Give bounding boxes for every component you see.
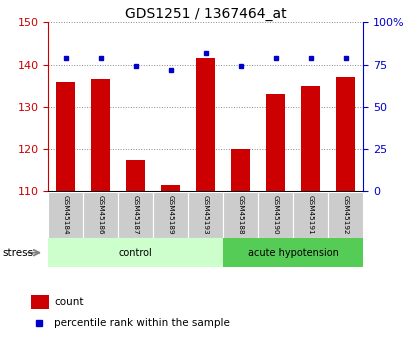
Bar xyxy=(231,149,250,191)
Bar xyxy=(84,192,118,238)
Text: count: count xyxy=(54,297,84,307)
Text: percentile rank within the sample: percentile rank within the sample xyxy=(54,318,230,328)
Text: GSM45193: GSM45193 xyxy=(203,195,209,235)
Bar xyxy=(126,160,145,191)
Bar xyxy=(48,238,223,267)
Bar xyxy=(258,192,293,238)
Bar xyxy=(328,192,363,238)
Bar xyxy=(56,81,76,191)
Bar xyxy=(294,192,328,238)
Bar xyxy=(153,192,188,238)
Text: acute hypotension: acute hypotension xyxy=(248,248,339,258)
Text: stress: stress xyxy=(2,248,33,258)
Text: GSM45188: GSM45188 xyxy=(238,195,244,235)
Bar xyxy=(336,77,355,191)
Bar xyxy=(223,238,363,267)
Text: GSM45189: GSM45189 xyxy=(168,195,174,235)
Bar xyxy=(301,86,320,191)
Bar xyxy=(161,185,181,191)
Bar xyxy=(223,192,258,238)
Bar xyxy=(196,58,215,191)
Text: GSM45192: GSM45192 xyxy=(343,195,349,235)
Text: GSM45184: GSM45184 xyxy=(63,195,69,235)
Text: GSM45191: GSM45191 xyxy=(308,195,314,235)
Text: control: control xyxy=(119,248,153,258)
Text: GSM45190: GSM45190 xyxy=(273,195,279,235)
Bar xyxy=(118,192,153,238)
Bar xyxy=(189,192,223,238)
Bar xyxy=(266,94,286,191)
Title: GDS1251 / 1367464_at: GDS1251 / 1367464_at xyxy=(125,7,286,21)
Bar xyxy=(48,192,83,238)
Bar xyxy=(31,295,49,309)
Text: GSM45187: GSM45187 xyxy=(133,195,139,235)
Bar xyxy=(91,79,110,191)
Text: GSM45186: GSM45186 xyxy=(98,195,104,235)
